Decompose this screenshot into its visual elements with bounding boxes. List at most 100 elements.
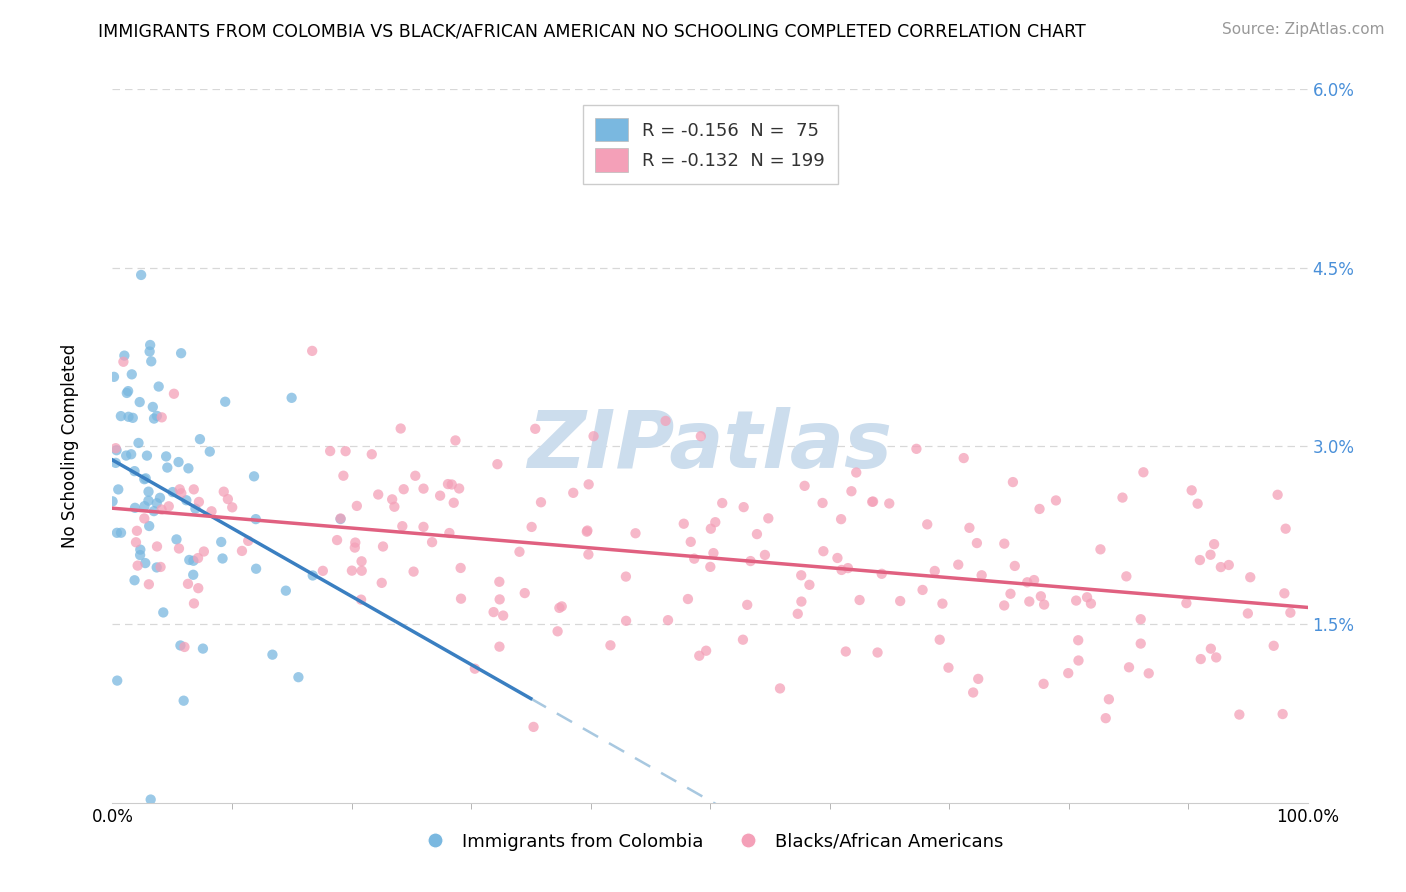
Point bbox=[1000, 587, 1022, 601]
Point bbox=[700, 522, 723, 536]
Point bbox=[143, 411, 166, 425]
Point bbox=[129, 268, 152, 282]
Point bbox=[112, 355, 135, 369]
Point bbox=[1022, 573, 1045, 587]
Point bbox=[1239, 570, 1261, 584]
Point bbox=[138, 493, 160, 508]
Point bbox=[1181, 483, 1204, 498]
Point bbox=[343, 541, 366, 555]
Point bbox=[931, 597, 953, 611]
Point bbox=[1057, 666, 1080, 681]
Point bbox=[938, 661, 960, 675]
Point bbox=[335, 444, 357, 458]
Point bbox=[177, 577, 200, 591]
Point bbox=[326, 533, 349, 547]
Point bbox=[1271, 706, 1294, 721]
Point bbox=[142, 400, 165, 414]
Point bbox=[813, 544, 835, 558]
Point bbox=[129, 542, 152, 557]
Point bbox=[848, 593, 870, 607]
Point bbox=[688, 648, 710, 663]
Point bbox=[524, 422, 547, 436]
Point bbox=[837, 561, 859, 575]
Point bbox=[367, 487, 389, 501]
Point bbox=[163, 386, 186, 401]
Point bbox=[169, 639, 191, 653]
Point bbox=[350, 564, 373, 578]
Point bbox=[520, 520, 543, 534]
Point bbox=[128, 395, 150, 409]
Point bbox=[1227, 707, 1250, 722]
Point bbox=[547, 624, 569, 639]
Point bbox=[614, 569, 637, 583]
Point bbox=[735, 598, 758, 612]
Point bbox=[384, 500, 406, 514]
Point bbox=[1029, 589, 1052, 603]
Point bbox=[187, 581, 209, 595]
Point bbox=[492, 608, 515, 623]
Point bbox=[450, 591, 472, 606]
Point bbox=[1045, 493, 1067, 508]
Point bbox=[683, 551, 706, 566]
Point bbox=[756, 511, 779, 525]
Point bbox=[200, 504, 222, 518]
Point bbox=[924, 564, 946, 578]
Point bbox=[176, 493, 198, 508]
Point bbox=[1094, 711, 1116, 725]
Point bbox=[1189, 652, 1212, 666]
Point bbox=[150, 502, 173, 516]
Point bbox=[827, 551, 849, 566]
Point bbox=[301, 568, 323, 582]
Point bbox=[530, 495, 553, 509]
Point bbox=[548, 600, 571, 615]
Point bbox=[187, 495, 209, 509]
Point bbox=[948, 558, 970, 572]
Point bbox=[149, 491, 172, 505]
Point bbox=[191, 641, 214, 656]
Point bbox=[121, 368, 143, 382]
Point bbox=[138, 484, 160, 499]
Point bbox=[1076, 591, 1098, 605]
Point bbox=[135, 471, 157, 485]
Point bbox=[711, 496, 734, 510]
Point bbox=[967, 672, 990, 686]
Point bbox=[1115, 569, 1137, 583]
Point bbox=[614, 614, 637, 628]
Point bbox=[124, 464, 146, 478]
Point bbox=[1137, 666, 1160, 681]
Point bbox=[1067, 633, 1090, 648]
Point bbox=[486, 457, 509, 471]
Point bbox=[905, 442, 928, 456]
Point bbox=[274, 583, 297, 598]
Point bbox=[870, 566, 893, 581]
Point bbox=[121, 410, 143, 425]
Point bbox=[381, 492, 404, 507]
Point bbox=[966, 536, 988, 550]
Point bbox=[245, 562, 267, 576]
Point bbox=[488, 574, 510, 589]
Point bbox=[120, 447, 142, 461]
Point bbox=[599, 638, 621, 652]
Point bbox=[1098, 692, 1121, 706]
Point bbox=[350, 592, 373, 607]
Point bbox=[146, 409, 169, 423]
Point bbox=[830, 512, 852, 526]
Point bbox=[1267, 488, 1289, 502]
Point bbox=[790, 568, 813, 582]
Point bbox=[1018, 594, 1040, 608]
Point bbox=[392, 482, 415, 496]
Point bbox=[1004, 558, 1026, 573]
Point bbox=[845, 466, 868, 480]
Point bbox=[464, 662, 486, 676]
Point bbox=[877, 496, 900, 510]
Point bbox=[915, 517, 938, 532]
Point bbox=[145, 496, 167, 510]
Point bbox=[389, 421, 412, 435]
Point bbox=[1132, 465, 1154, 479]
Point bbox=[562, 486, 585, 500]
Point bbox=[155, 450, 177, 464]
Point bbox=[125, 535, 148, 549]
Point bbox=[139, 792, 162, 806]
Point bbox=[115, 386, 138, 401]
Point bbox=[209, 535, 232, 549]
